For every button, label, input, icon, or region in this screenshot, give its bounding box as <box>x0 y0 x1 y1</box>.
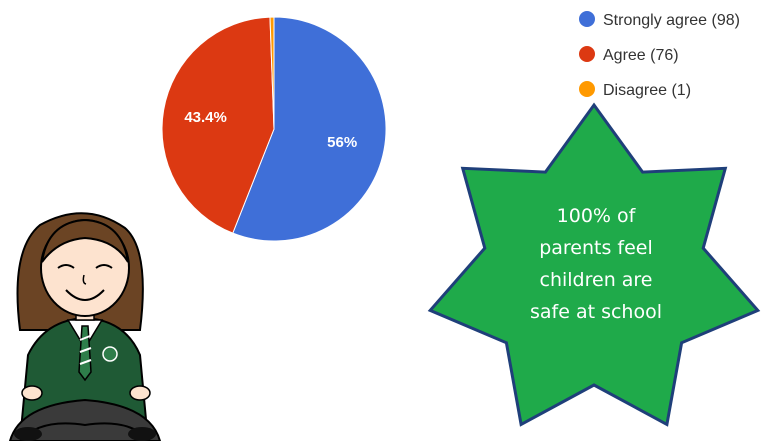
pie-slice-2 <box>269 16 275 130</box>
pie-slice-0 <box>232 16 387 242</box>
pupil-illustration <box>8 212 162 441</box>
callout-text: 100% of parents feel children are safe at s… <box>530 205 662 323</box>
star-shape <box>427 102 761 427</box>
pie-chart: 56% 43.4% <box>161 16 387 242</box>
legend-swatch-1 <box>579 46 595 62</box>
callout-star: 100% of parents feel children are safe at s… <box>427 102 761 427</box>
callout-line-3: safe at school <box>530 301 662 323</box>
legend-swatch-2 <box>579 81 595 97</box>
pie-slice-1 <box>161 16 275 234</box>
legend-swatch-0 <box>579 11 595 27</box>
callout-line-1: parents feel <box>539 237 653 259</box>
chart-legend: Strongly agree (98) Agree (76) Disagree (1… <box>579 11 740 99</box>
slice-percent-label-0: 56% <box>327 134 357 151</box>
legend-entry-0: Strongly agree (98) <box>603 12 740 29</box>
callout-line-2: children are <box>540 269 653 291</box>
legend-entry-1: Agree (76) <box>603 47 679 64</box>
legend-entry-2: Disagree (1) <box>603 82 691 99</box>
slice-percent-label-1: 43.4% <box>184 109 227 126</box>
callout-line-0: 100% of <box>557 205 637 227</box>
